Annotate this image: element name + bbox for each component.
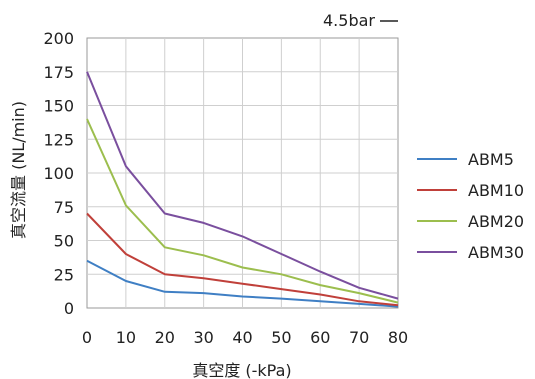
series-line-abm20 <box>86 118 399 304</box>
y-tick-label-0: 0 <box>64 299 74 318</box>
x-tick-label-7: 70 <box>349 328 369 347</box>
x-tick-label-0: 0 <box>82 328 92 347</box>
x-tick-label-4: 40 <box>232 328 252 347</box>
y-axis-title: 真空流量 (NL/min) <box>9 101 28 239</box>
x-axis-title: 真空度 (-kPa) <box>192 361 291 379</box>
y-tick-label-4: 100 <box>43 164 74 183</box>
legend-label-abm30: ABM30 <box>468 243 524 262</box>
legend-label-abm5: ABM5 <box>468 150 514 169</box>
series-line-abm30 <box>86 71 399 300</box>
x-tick-label-8: 80 <box>388 328 408 347</box>
legend-label-abm20: ABM20 <box>468 212 524 231</box>
series-layer <box>86 71 399 308</box>
legend: ABM5 ABM10 ABM20 ABM30 <box>417 150 524 262</box>
y-tick-label-7: 175 <box>43 63 74 82</box>
grid <box>87 38 398 308</box>
x-tick-label-2: 20 <box>155 328 175 347</box>
annotation-label: 4.5bar <box>323 11 375 30</box>
x-tick-labels: 0 10 20 30 40 50 60 70 80 <box>82 328 408 347</box>
y-tick-label-5: 125 <box>43 130 74 149</box>
y-tick-label-2: 50 <box>54 232 74 251</box>
x-tick-label-5: 50 <box>271 328 291 347</box>
y-tick-label-6: 150 <box>43 97 74 116</box>
x-tick-label-1: 10 <box>116 328 136 347</box>
series-line-abm10 <box>86 212 399 307</box>
x-tick-label-3: 30 <box>193 328 213 347</box>
y-tick-label-3: 75 <box>54 198 74 217</box>
legend-label-abm10: ABM10 <box>468 181 524 200</box>
y-tick-labels: 0 25 50 75 100 125 150 175 200 <box>43 29 74 318</box>
series-line-abm5 <box>86 259 399 308</box>
y-tick-label-1: 25 <box>54 265 74 284</box>
x-tick-label-6: 60 <box>310 328 330 347</box>
y-tick-label-8: 200 <box>43 29 74 48</box>
